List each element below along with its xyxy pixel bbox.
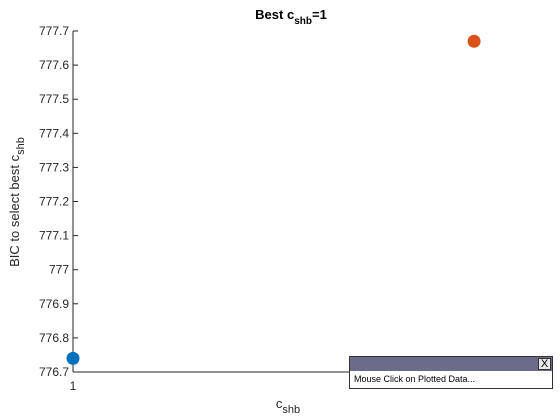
- ticks: 776.7 776.8 776.9 777 777.1 777.2 777.3 777.4 77…: [39, 24, 78, 393]
- y-tick-label: 777.2: [39, 195, 69, 209]
- y-axis-label: BIC to select best cshb: [7, 137, 27, 267]
- axes: [72, 31, 547, 373]
- y-tick-label: 777.5: [39, 92, 69, 106]
- y-axis-label-subscript: shb: [15, 137, 27, 155]
- y-tick-label: 777.6: [39, 58, 69, 72]
- y-tick-label: 777: [49, 263, 69, 277]
- y-tick-label: 776.8: [39, 331, 69, 345]
- y-tick-label: 777.4: [39, 126, 69, 140]
- y-tick-label: 777.3: [39, 160, 69, 174]
- chart-title: Best cshb=1: [255, 7, 327, 27]
- x-axis-label-main: c: [276, 396, 283, 411]
- y-tick-label: 777.7: [39, 24, 69, 38]
- popup-close-button[interactable]: X: [538, 358, 551, 370]
- x-axis-label-subscript: shb: [282, 404, 300, 416]
- y-tick-label: 776.9: [39, 297, 69, 311]
- chart-title-subscript: shb: [294, 16, 312, 27]
- data-tip-popup[interactable]: X Mouse Click on Plotted Data...: [349, 356, 553, 389]
- popup-message: Mouse Click on Plotted Data...: [354, 374, 476, 384]
- data-point[interactable]: [66, 351, 80, 365]
- popup-titlebar[interactable]: X: [350, 357, 552, 371]
- chart-title-main: Best c: [255, 7, 294, 22]
- chart-title-suffix: =1: [312, 7, 327, 22]
- x-axis-label: cshb: [276, 396, 300, 416]
- data-point[interactable]: [467, 34, 481, 48]
- y-axis-label-main: BIC to select best c: [7, 154, 22, 266]
- x-tick-label: 1: [70, 379, 77, 393]
- data-points[interactable]: [66, 34, 481, 365]
- y-tick-label: 776.7: [39, 365, 69, 379]
- y-tick-label: 777.1: [39, 229, 69, 243]
